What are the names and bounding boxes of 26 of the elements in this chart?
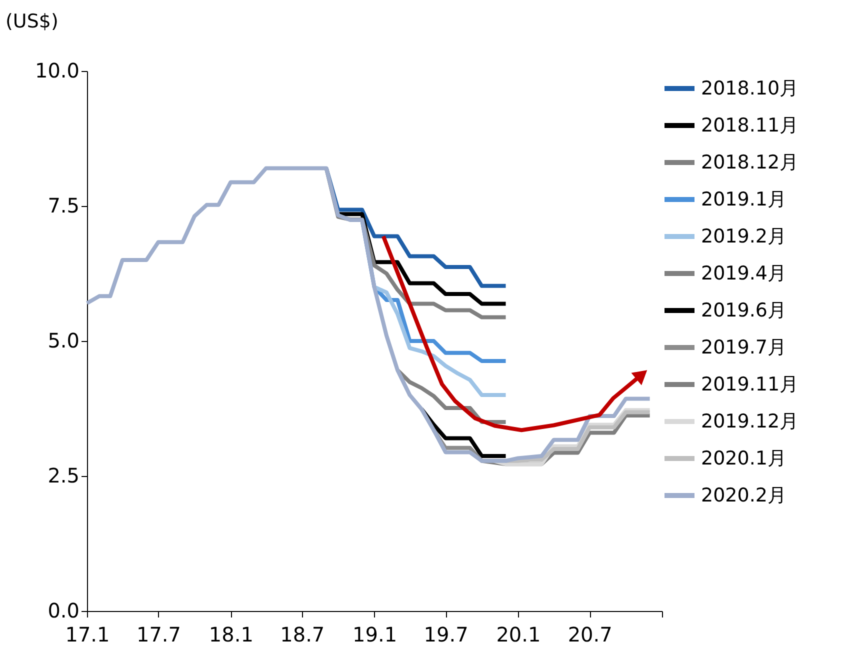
legend-label: 2020.2月 — [701, 484, 786, 506]
legend-label: 2019.12月 — [701, 410, 799, 432]
legend-label: 2018.10月 — [701, 78, 799, 100]
y-tick-label: 2.5 — [48, 464, 80, 488]
y-tick-label: 10.0 — [34, 58, 80, 82]
legend-label: 2019.11月 — [701, 374, 799, 396]
y-tick-label: 7.5 — [48, 194, 80, 218]
legend-label: 2018.12月 — [701, 152, 799, 174]
x-tick-label: 17.1 — [65, 622, 110, 646]
legend-label: 2019.6月 — [701, 300, 786, 322]
legend-label: 2019.2月 — [701, 226, 786, 248]
x-tick-label: 18.7 — [280, 622, 325, 646]
y-axis-title: (US$) — [6, 10, 58, 32]
x-tick-label: 18.1 — [208, 622, 254, 646]
x-tick-label: 19.7 — [424, 622, 468, 646]
x-tick-label: 17.7 — [136, 622, 181, 646]
legend-label: 2019.4月 — [701, 262, 786, 284]
x-tick-label: 19.1 — [352, 622, 398, 646]
legend-label: 2018.11月 — [701, 114, 799, 136]
legend-label: 2019.1月 — [701, 188, 786, 210]
legend-label: 2019.7月 — [701, 336, 786, 358]
x-tick-label: 20.7 — [568, 622, 612, 646]
y-tick-label: 0.0 — [48, 598, 80, 622]
legend-label: 2020.1月 — [701, 448, 786, 470]
x-tick-label: 20.1 — [496, 622, 541, 646]
y-tick-label: 5.0 — [48, 328, 80, 352]
